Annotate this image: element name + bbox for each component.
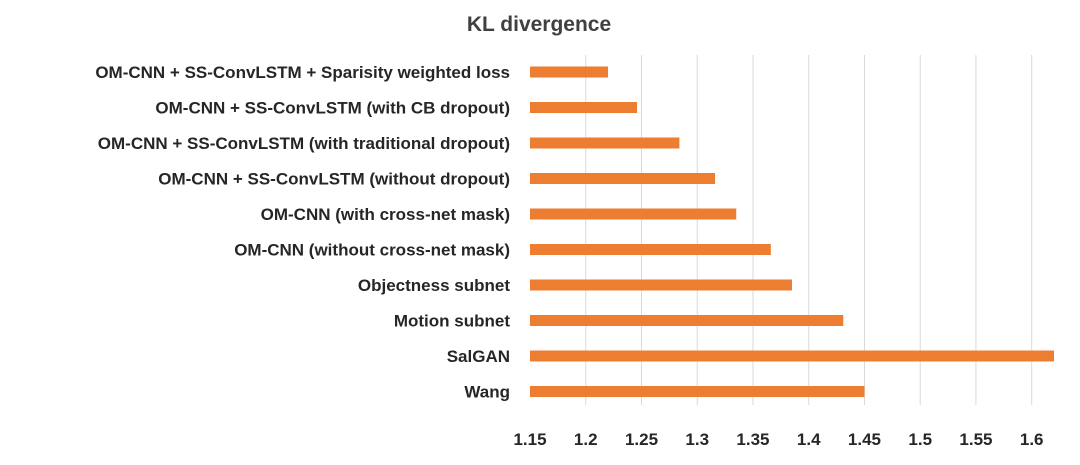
bar	[530, 386, 865, 397]
x-axis-tick-labels: 1.15 1.2 1.25 1.3 1.35 1.4 1.45 1.5 1.55 1.6	[513, 430, 1043, 449]
bar	[530, 350, 1054, 362]
category-label: Wang	[464, 383, 510, 402]
x-tick-label: 1.15	[513, 430, 546, 449]
x-tick-label: 1.5	[908, 430, 932, 449]
category-label: SalGAN	[447, 347, 510, 366]
x-tick-label: 1.45	[848, 430, 881, 449]
x-tick-label: 1.25	[625, 430, 658, 449]
category-label: OM-CNN + SS-ConvLSTM + Sparisity weighte…	[95, 63, 510, 82]
bars	[530, 66, 1054, 397]
category-label: Motion subnet	[394, 312, 510, 331]
bar	[530, 208, 737, 220]
category-label: Objectness subnet	[358, 276, 510, 295]
bar	[530, 244, 771, 255]
x-tick-label: 1.6	[1020, 430, 1044, 449]
bar	[530, 137, 680, 149]
x-tick-label: 1.55	[959, 430, 992, 449]
bar	[530, 66, 609, 78]
category-labels: OM-CNN + SS-ConvLSTM + Sparisity weighte…	[95, 63, 510, 402]
category-label: OM-CNN + SS-ConvLSTM (without dropout)	[158, 170, 510, 189]
category-label: OM-CNN + SS-ConvLSTM (with traditional d…	[98, 134, 510, 153]
x-tick-label: 1.3	[685, 430, 709, 449]
x-tick-label: 1.2	[574, 430, 598, 449]
chart-title: KL divergence	[467, 13, 611, 36]
bar	[530, 279, 792, 291]
category-label: OM-CNN (without cross-net mask)	[234, 241, 510, 260]
x-tick-label: 1.35	[736, 430, 769, 449]
category-label: OM-CNN + SS-ConvLSTM (with CB dropout)	[155, 99, 510, 118]
x-tick-label: 1.4	[797, 430, 821, 449]
category-label: OM-CNN (with cross-net mask)	[261, 205, 510, 224]
bar	[530, 315, 844, 326]
bar	[530, 102, 638, 113]
bar	[530, 173, 716, 184]
gridlines	[585, 55, 1033, 405]
